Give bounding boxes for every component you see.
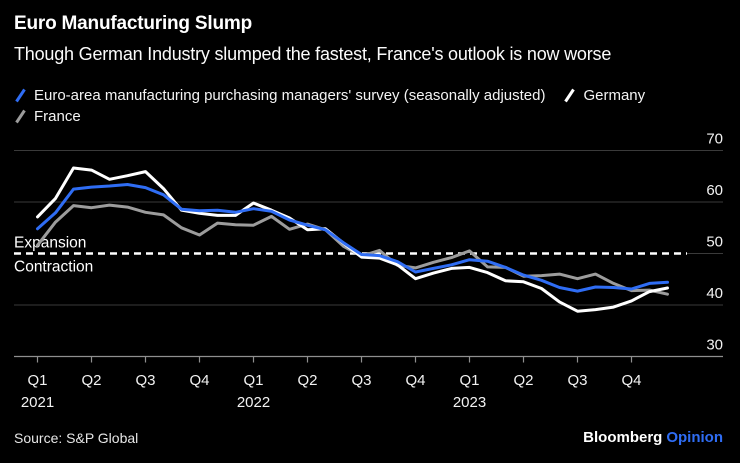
y-tick-label: 40 [706,285,723,302]
y-tick-label: 60 [706,182,723,199]
y-tick-label: 30 [706,337,723,354]
source-note: Source: S&P Global [14,429,139,446]
legend-item-germany: Germany [563,87,645,104]
legend: Euro-area manufacturing purchasing manag… [14,85,645,127]
x-tick-label: Q4 [405,372,425,389]
germany-slash-icon [564,88,576,103]
x-year-label: 2021 [21,394,54,411]
x-year-label: 2023 [453,394,486,411]
footer: Source: S&P Global Bloomberg Opinion [14,429,723,446]
x-tick-label: Q2 [513,372,533,389]
y-tick-label: 50 [706,234,723,251]
x-tick-label: Q1 [27,372,47,389]
legend-item-france: France [14,108,81,125]
expansion-label: Expansion [14,235,86,252]
legend-item-euro-area: Euro-area manufacturing purchasing manag… [14,87,545,104]
euro-area-line [36,183,669,293]
x-tick-label: Q3 [135,372,155,389]
legend-label-euro-area: Euro-area manufacturing purchasing manag… [34,87,546,104]
x-tick-label: Q2 [81,372,101,389]
x-tick-label: Q2 [297,372,317,389]
x-tick-label: Q1 [459,372,479,389]
legend-label-france: France [34,108,81,125]
x-tick-label: Q4 [189,372,209,389]
x-tick-label: Q3 [567,372,587,389]
legend-row-1: Euro-area manufacturing purchasing manag… [14,85,645,106]
brand-logo: Bloomberg Opinion [583,429,723,446]
x-tick-label: Q3 [351,372,371,389]
contraction-label: Contraction [14,259,93,276]
x-tick-label: Q4 [621,372,641,389]
france-slash-icon [15,109,26,124]
x-year-label: 2022 [237,394,270,411]
brand-bloomberg: Bloomberg [583,429,663,446]
chart-subtitle: Though German Industry slumped the faste… [14,44,612,64]
euro-area-slash-icon [15,88,26,103]
x-tick-label: Q1 [243,372,263,389]
legend-row-2: France [14,106,645,127]
brand-opinion: Opinion [666,429,723,446]
page-title: Euro Manufacturing Slump [14,13,252,34]
y-tick-label: 70 [706,131,723,148]
legend-label-germany: Germany [583,87,646,104]
